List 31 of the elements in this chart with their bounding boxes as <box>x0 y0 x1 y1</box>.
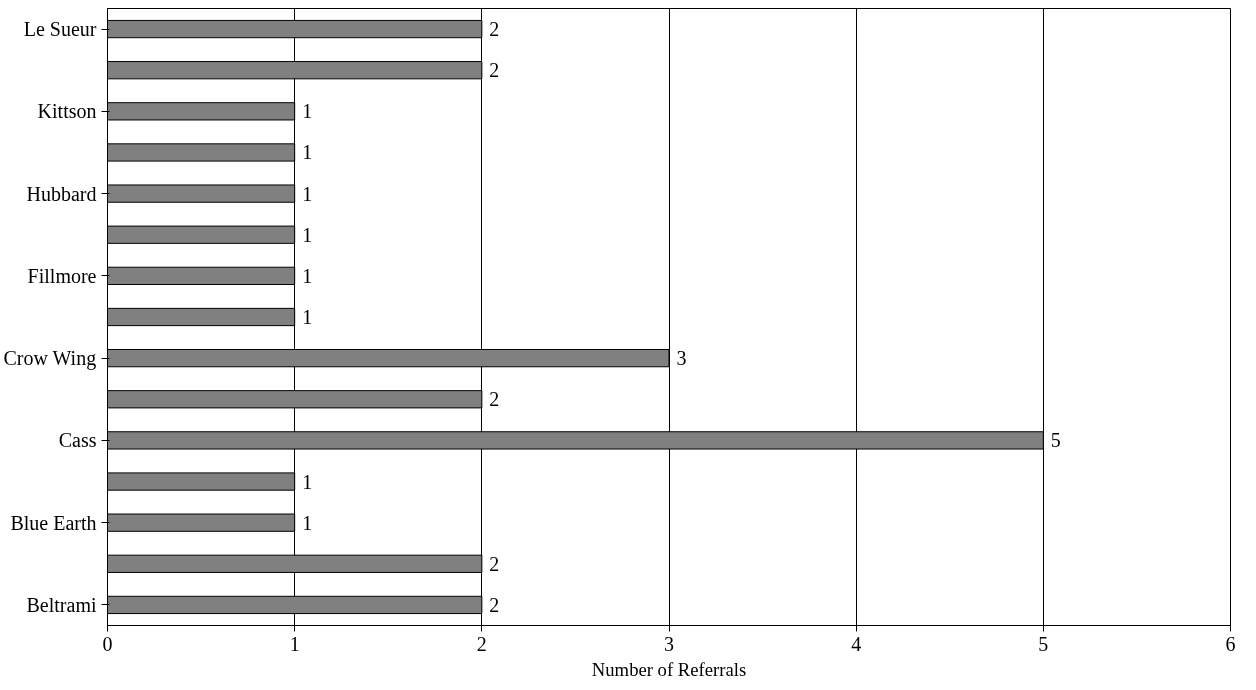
data-label: 1 <box>302 470 313 493</box>
data-label: 5 <box>1050 429 1061 452</box>
y-tick-label: Hubbard <box>26 182 97 205</box>
x-tick-label: 0 <box>102 632 113 655</box>
data-label: 1 <box>302 223 313 246</box>
data-label: 1 <box>302 141 313 164</box>
x-axis-title: Number of Referrals <box>591 658 747 680</box>
data-label: 1 <box>302 511 313 534</box>
x-tick-label: 3 <box>664 632 674 655</box>
data-label: 1 <box>302 100 313 123</box>
data-label: 2 <box>489 552 500 575</box>
data-label: 1 <box>302 264 313 287</box>
x-tick-label: 5 <box>1038 632 1049 655</box>
y-tick-label: Kittson <box>37 100 97 123</box>
data-label: 2 <box>489 18 500 41</box>
y-tick-label: Cass <box>58 429 97 452</box>
y-tick-label: Beltrami <box>26 593 97 616</box>
x-tick-label: 4 <box>851 632 862 655</box>
data-label: 1 <box>302 306 313 328</box>
y-tick-label: Crow Wing <box>3 347 97 371</box>
x-tick-label: 2 <box>476 632 487 655</box>
x-tick-label: 6 <box>1225 632 1236 655</box>
data-label: 2 <box>489 59 500 82</box>
data-label: 2 <box>489 388 500 411</box>
data-label: 2 <box>489 593 500 616</box>
y-tick-label: Le Sueur <box>23 18 97 41</box>
data-label: 1 <box>302 182 313 205</box>
x-tick-label: 1 <box>289 632 300 655</box>
y-tick-label: Blue Earth <box>10 511 97 534</box>
data-label: 3 <box>676 347 687 370</box>
y-tick-label: Fillmore <box>27 264 97 287</box>
